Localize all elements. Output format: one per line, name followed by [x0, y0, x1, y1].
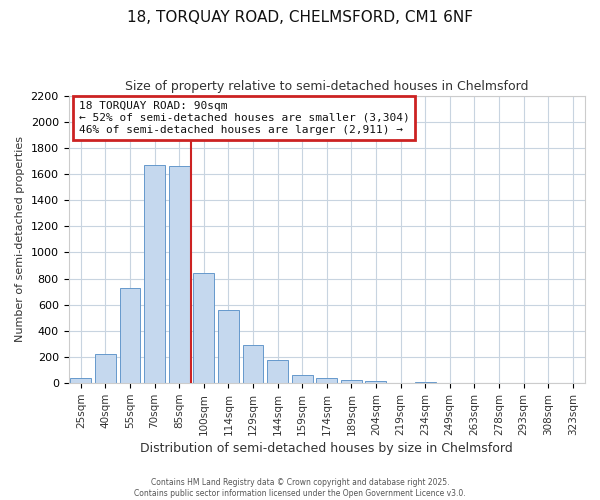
Bar [169, 166, 190, 383]
Bar [119, 288, 140, 383]
Bar [267, 360, 288, 383]
Text: 18 TORQUAY ROAD: 90sqm
← 52% of semi-detached houses are smaller (3,304)
46% of : 18 TORQUAY ROAD: 90sqm ← 52% of semi-det… [79, 102, 410, 134]
Bar [292, 374, 313, 383]
Bar [365, 381, 386, 383]
X-axis label: Distribution of semi-detached houses by size in Chelmsford: Distribution of semi-detached houses by … [140, 442, 513, 455]
Text: Contains HM Land Registry data © Crown copyright and database right 2025.
Contai: Contains HM Land Registry data © Crown c… [134, 478, 466, 498]
Text: 18, TORQUAY ROAD, CHELMSFORD, CM1 6NF: 18, TORQUAY ROAD, CHELMSFORD, CM1 6NF [127, 10, 473, 25]
Bar [316, 378, 337, 383]
Bar [341, 380, 362, 383]
Bar [242, 344, 263, 383]
Bar [415, 382, 436, 383]
Bar [95, 354, 116, 383]
Title: Size of property relative to semi-detached houses in Chelmsford: Size of property relative to semi-detach… [125, 80, 529, 93]
Bar [144, 165, 165, 383]
Bar [193, 272, 214, 383]
Y-axis label: Number of semi-detached properties: Number of semi-detached properties [15, 136, 25, 342]
Bar [70, 378, 91, 383]
Bar [218, 310, 239, 383]
